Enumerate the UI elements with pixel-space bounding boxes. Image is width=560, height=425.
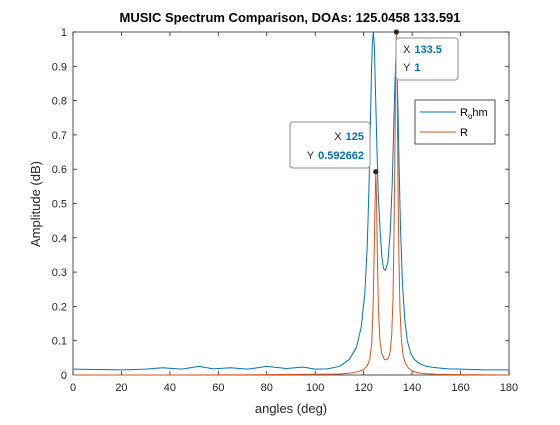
x-axis-label: angles (deg) — [255, 401, 327, 416]
y-tick-label: 0.9 — [52, 61, 67, 73]
x-axis: 0 20 40 60 80 100 120 140 160 180 — [70, 32, 518, 394]
y-tick-label: 0.6 — [52, 164, 67, 176]
legend: Rohm R — [414, 99, 496, 145]
datatip-y-value: 1 — [414, 62, 420, 74]
y-tick-label: 0.5 — [52, 199, 67, 211]
datatip-y-value: 0.592662 — [318, 150, 364, 162]
x-tick-label: 20 — [115, 382, 127, 394]
datatip-markers — [373, 29, 399, 175]
datatip-x-row: X 125 — [334, 131, 364, 143]
legend-label-r: R — [460, 127, 468, 139]
legend-label-rohm: Rohm — [460, 107, 488, 121]
y-tick-label: 0.7 — [52, 130, 67, 142]
datatip-x-row: X 133.5 — [403, 44, 442, 56]
x-tick-label: 180 — [500, 382, 518, 394]
x-tick-label: 60 — [212, 382, 224, 394]
plot-area — [72, 31, 510, 376]
y-tick-label: 0.8 — [52, 96, 67, 108]
x-tick-label: 140 — [403, 382, 421, 394]
y-axis-label: Amplitude (dB) — [28, 161, 43, 247]
x-tick-label: 120 — [354, 382, 372, 394]
datatip-marker[interactable] — [373, 169, 379, 175]
datatip-box — [289, 121, 371, 169]
y-tick-label: 0.2 — [52, 301, 67, 313]
series-line-r — [73, 31, 510, 376]
legend-box — [414, 99, 496, 145]
datatip-x-value: 133.5 — [414, 44, 442, 56]
datatip-x-value: 125 — [346, 131, 364, 143]
x-tick-label: 0 — [70, 382, 76, 394]
x-tick-label: 100 — [306, 382, 324, 394]
datatip-y-row: Y 0.592662 — [307, 150, 364, 162]
datatip-marker[interactable] — [393, 29, 399, 35]
series-line-rohm — [72, 31, 509, 371]
chart-title: MUSIC Spectrum Comparison, DOAs: 125.045… — [119, 10, 460, 25]
y-axis: 0 0.1 0.2 0.3 0.4 0.5 0.6 0.7 0.8 0.9 1 — [52, 27, 509, 382]
y-tick-label: 0.4 — [52, 233, 67, 245]
y-tick-label: 0 — [61, 370, 67, 382]
x-tick-label: 80 — [261, 382, 273, 394]
series-lines — [72, 31, 510, 376]
x-tick-label: 40 — [164, 382, 176, 394]
x-tick-label: 160 — [451, 382, 469, 394]
y-tick-label: 0.1 — [52, 336, 67, 348]
datatip-125[interactable]: X 125 Y 0.592662 — [289, 121, 371, 169]
y-tick-label: 1 — [61, 27, 67, 39]
y-tick-label: 0.3 — [52, 267, 67, 279]
datatip-box — [395, 37, 459, 81]
